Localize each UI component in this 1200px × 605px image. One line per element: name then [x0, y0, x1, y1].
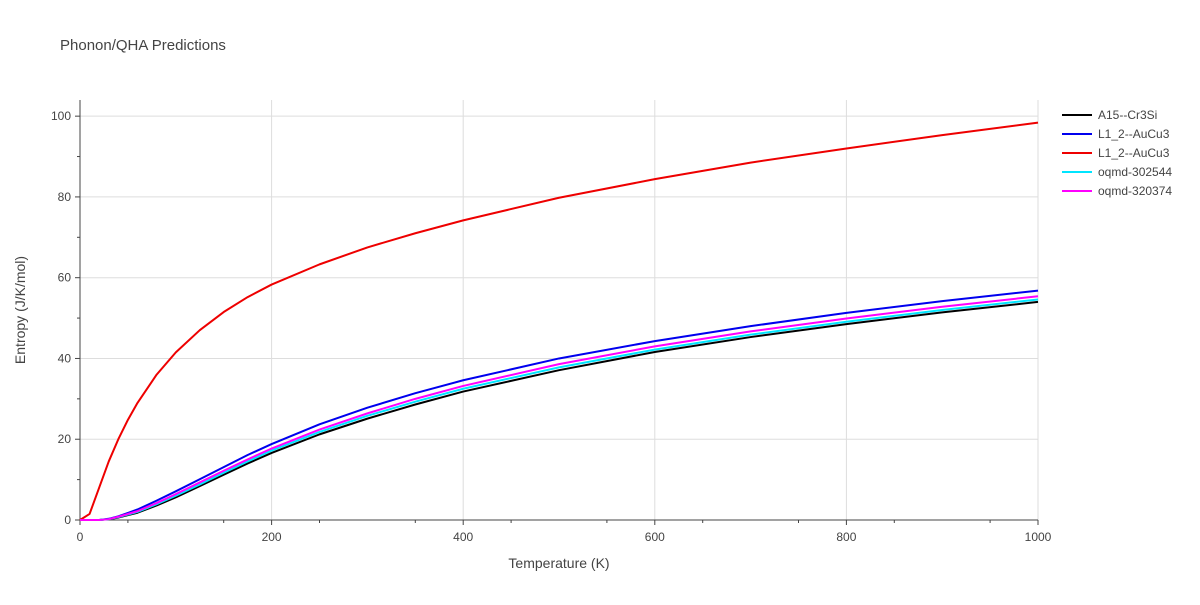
legend-item[interactable]: L1_2--AuCu3	[1062, 146, 1170, 160]
legend-item[interactable]: A15--Cr3Si	[1062, 108, 1157, 122]
tick-labels: 0 200 400 600 800 1000 0 20 40 60 80 100	[51, 109, 1052, 544]
y-tick-label: 100	[51, 109, 71, 123]
chart-title: Phonon/QHA Predictions	[60, 37, 226, 54]
series-line-2	[80, 289, 1039, 521]
x-tick-label: 0	[77, 530, 84, 544]
legend-label: L1_2--AuCu3	[1098, 127, 1170, 141]
legend-label: L1_2--AuCu3	[1098, 146, 1170, 160]
x-tick-label: 800	[836, 530, 856, 544]
series-line-4	[80, 298, 1039, 521]
x-tick-label: 200	[262, 530, 282, 544]
y-tick-label: 20	[58, 432, 72, 446]
series-layer	[79, 121, 1039, 521]
legend-label: A15--Cr3Si	[1098, 108, 1157, 122]
axes-layer	[75, 100, 1039, 525]
y-tick-label: 60	[58, 271, 72, 285]
x-tick-label: 600	[645, 530, 665, 544]
x-axis-title: Temperature (K)	[508, 555, 609, 571]
legend-item[interactable]: L1_2--AuCu3	[1062, 127, 1170, 141]
legend-item[interactable]: oqmd-302544	[1062, 165, 1172, 179]
y-tick-label: 40	[58, 351, 72, 365]
y-tick-label: 0	[64, 513, 71, 527]
legend-label: oqmd-320374	[1098, 184, 1172, 198]
legend-label: oqmd-302544	[1098, 165, 1172, 179]
y-axis-title: Entropy (J/K/mol)	[12, 256, 28, 364]
legend[interactable]: A15--Cr3Si L1_2--AuCu3 L1_2--AuCu3 oqmd-302…	[1062, 108, 1172, 198]
x-tick-label: 1000	[1025, 530, 1052, 544]
grid-layer	[80, 100, 1039, 520]
series-line-3	[79, 121, 1039, 521]
series-line-1	[80, 300, 1039, 521]
legend-item[interactable]: oqmd-320374	[1062, 184, 1172, 198]
y-tick-label: 80	[58, 190, 72, 204]
x-tick-label: 400	[453, 530, 473, 544]
series-line-5	[80, 295, 1039, 521]
